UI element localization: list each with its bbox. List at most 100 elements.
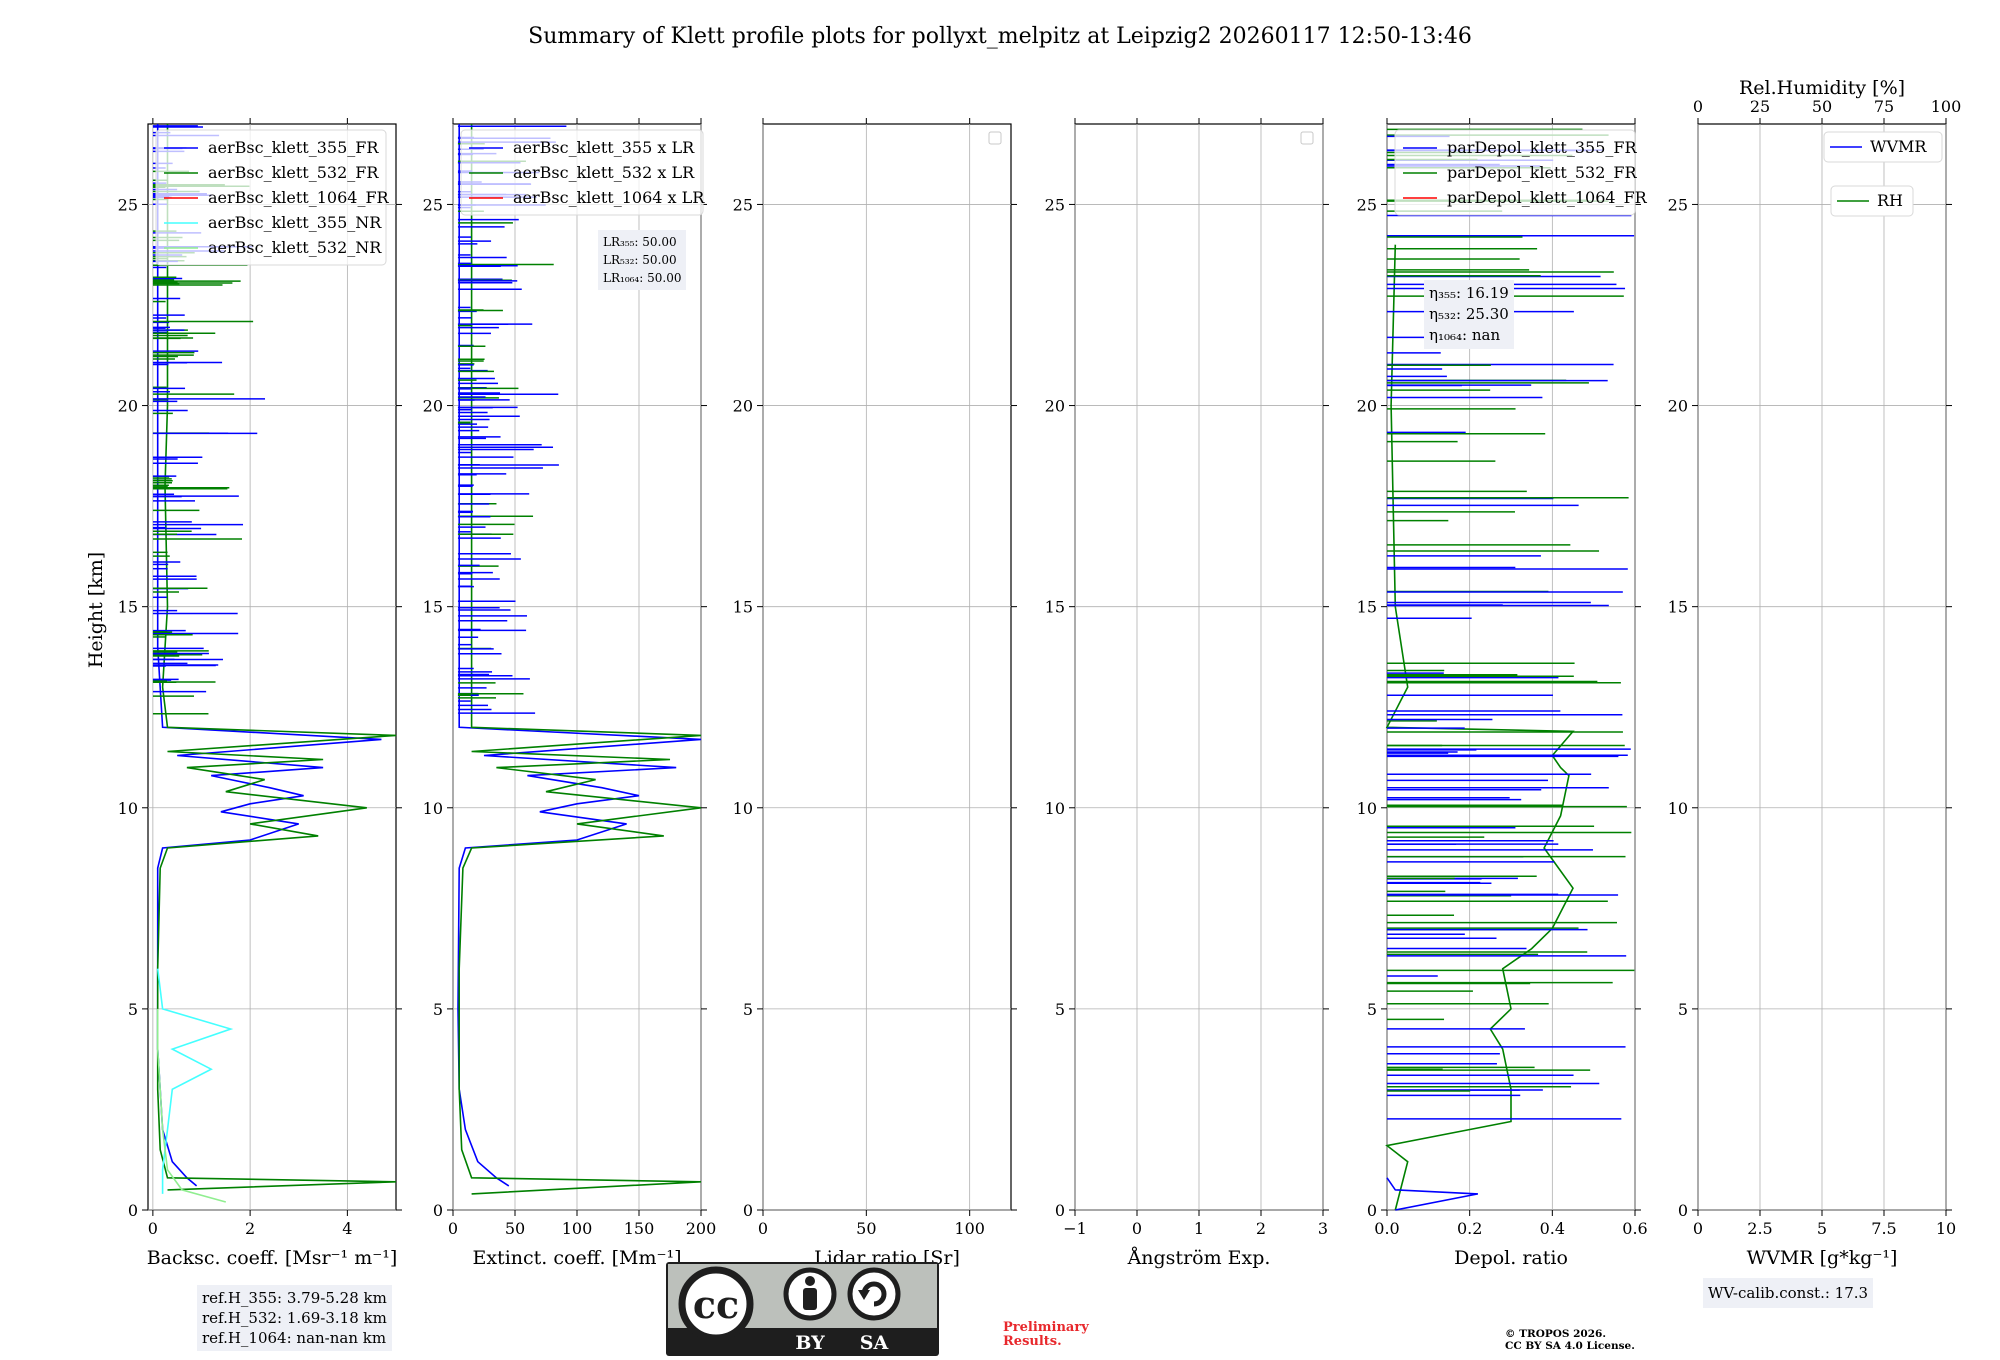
lr-532-text: LR₅₃₂: 50.00 <box>603 253 677 267</box>
lidar-ratio-x-tick-label: 100 <box>954 1219 985 1238</box>
legend-item-parDepol_klett_532_FR: parDepol_klett_532_FR <box>1447 163 1638 182</box>
eta-info-box: η₃₅₅: 16.19 η₅₃₂: 25.30 η₁₀₆₄: nan <box>1424 280 1514 349</box>
extinction-y-tick-label: 10 <box>423 799 443 818</box>
copyright-line1: © TROPOS 2026. <box>1505 1328 1607 1340</box>
preliminary-line1: Preliminary <box>1003 1320 1089 1335</box>
depol-y-tick-label: 25 <box>1357 195 1377 214</box>
legend-item-aerBsc_klett_355_NR: aerBsc_klett_355_NR <box>208 213 382 232</box>
panel-extinction: 0 50 100 150 200 0 5 10 15 20 25 Extinct. coeff. [M… <box>423 118 717 1269</box>
series-parDepol_klett_532_FR <box>1385 244 1575 1211</box>
lidar-ratio-empty-legend <box>988 131 1002 145</box>
series-aerBsc_klett_532_NR <box>156 1008 227 1203</box>
backscatter-legend: aerBsc_klett_355_FR aerBsc_klett_532_FRae… <box>155 129 390 266</box>
legend-item-aerBsc_klett_532_FR: aerBsc_klett_532_FR <box>208 163 379 182</box>
wvmr-y-tick-label: 15 <box>1668 598 1688 617</box>
depol-legend-box <box>1394 129 1636 216</box>
cc-logo-icon <box>678 1266 754 1342</box>
depol-x-axis-label: Depol. ratio <box>1454 1247 1568 1269</box>
legend-item-aerBsc_klett_1064 x LR: aerBsc_klett_1064 x LR <box>513 188 705 207</box>
ref-h-355-text: ref.H_355: 3.79-5.28 km <box>202 1289 387 1307</box>
backscatter-x-tick-label: 2 <box>245 1219 255 1238</box>
angstrom-x-tick-label: 3 <box>1318 1219 1328 1238</box>
legend-item-aerBsc_klett_532_NR: aerBsc_klett_532_NR <box>208 238 382 257</box>
lidar-ratio-y-tick-label: 10 <box>733 799 753 818</box>
legend-item-aerBsc_klett_355 x LR: aerBsc_klett_355 x LR <box>513 138 695 157</box>
angstrom-x-axis-label: Ångström Exp. <box>1127 1247 1271 1269</box>
legend-item-aerBsc_klett_532 x LR: aerBsc_klett_532 x LR <box>513 163 695 182</box>
wvmr-x-tick-label: 2.5 <box>1747 1219 1772 1238</box>
backscatter-legend-box <box>155 129 387 266</box>
extinction-y-tick-label: 15 <box>423 598 443 617</box>
legend-box-RH <box>1830 185 1914 217</box>
depol-y-tick-label: 20 <box>1357 397 1377 416</box>
depol-x-tick-label: 0.2 <box>1457 1219 1482 1238</box>
depol-x-tick-label: 0.4 <box>1540 1219 1565 1238</box>
extinction-x-tick-label: 50 <box>505 1219 525 1238</box>
legend-item-WVMR: WVMR <box>1870 137 1927 156</box>
ref-h-1064-text: ref.H_1064: nan-nan km <box>202 1329 387 1347</box>
angstrom-x-tick-label: −1 <box>1063 1219 1087 1238</box>
lidar-ratio-info-box: LR₃₅₅: 50.00 LR₅₃₂: 50.00 LR₁₀₆₄: 50.00 <box>598 230 687 290</box>
extinction-legend: aerBsc_klett_355 x LR aerBsc_klett_532 x … <box>460 129 705 216</box>
copyright-line2: CC BY SA 4.0 License. <box>1505 1340 1635 1352</box>
lidar-ratio-y-tick-label: 15 <box>733 598 753 617</box>
preliminary-note: Preliminary Results. <box>1003 1321 1089 1349</box>
series-aerBsc_klett_355_NR <box>156 968 234 1194</box>
backscatter-y-tick-label: 5 <box>128 1000 138 1019</box>
wvmr-y-tick-label: 25 <box>1668 195 1688 214</box>
extinction-y-tick-label: 5 <box>433 1000 443 1019</box>
eta-532-text: η₅₃₂: 25.30 <box>1429 305 1509 323</box>
lr-355-text: LR₃₅₅: 50.00 <box>603 235 677 249</box>
by-label: BY <box>795 1332 825 1354</box>
angstrom-empty-legend <box>1300 131 1314 145</box>
lidar-ratio-y-tick-label: 25 <box>733 195 753 214</box>
angstrom-x-tick-label: 2 <box>1256 1219 1266 1238</box>
wvmr-x-tick-label: 7.5 <box>1871 1219 1896 1238</box>
y-axis-label: Height [km] <box>85 552 107 668</box>
backscatter-x-tick-label: 4 <box>342 1219 352 1238</box>
series-parDepol_klett_355_FR <box>1386 1177 1479 1211</box>
rh-top-axis-label: Rel.Humidity [%] <box>1739 77 1905 99</box>
legend-item-RH: RH <box>1877 191 1903 210</box>
depol-x-tick-label: 0.0 <box>1374 1219 1399 1238</box>
lidar-ratio-x-tick-label: 0 <box>758 1219 768 1238</box>
reference-height-box: ref.H_355: 3.79-5.28 km ref.H_532: 1.69-… <box>197 1285 392 1351</box>
depol-y-tick-label: 0 <box>1367 1201 1377 1220</box>
backscatter-x-axis-label: Backsc. coeff. [Msr⁻¹ m⁻¹] <box>147 1247 398 1269</box>
legend-item-aerBsc_klett_1064_FR: aerBsc_klett_1064_FR <box>208 188 390 207</box>
backscatter-y-tick-label: 0 <box>128 1201 138 1220</box>
legend-item-parDepol_klett_355_FR: parDepol_klett_355_FR <box>1447 138 1638 157</box>
preliminary-line2: Results. <box>1003 1334 1062 1349</box>
backscatter-y-tick-label: 15 <box>118 598 138 617</box>
rh-top-tick-label: 0 <box>1693 97 1703 116</box>
series-aerBsc_klett_355 x LR <box>457 124 702 1187</box>
wv-calibration-box: WV-calib.const.: 17.3 <box>1703 1278 1874 1308</box>
wvmr-x-axis-label: WVMR [g*kg⁻¹] <box>1747 1247 1898 1269</box>
extinction-x-tick-label: 200 <box>686 1219 717 1238</box>
wvmr-x-tick-label: 5 <box>1817 1219 1827 1238</box>
extinction-x-tick-label: 150 <box>624 1219 655 1238</box>
angstrom-y-tick-label: 15 <box>1045 598 1065 617</box>
cc-logo-text: cc <box>693 1282 739 1327</box>
angstrom-y-tick-label: 0 <box>1055 1201 1065 1220</box>
sa-label: SA <box>860 1332 889 1354</box>
depol-y-tick-label: 15 <box>1357 598 1377 617</box>
lidar-ratio-x-tick-label: 50 <box>856 1219 876 1238</box>
extinction-x-axis-label: Extinct. coeff. [Mm⁻¹] <box>472 1247 681 1269</box>
lidar-ratio-y-tick-label: 20 <box>733 397 753 416</box>
extinction-x-tick-label: 100 <box>562 1219 593 1238</box>
eta-1064-text: η₁₀₆₄: nan <box>1429 326 1501 344</box>
rh-top-tick-label: 25 <box>1750 97 1770 116</box>
cc-license-badge: cc BY SA <box>666 1262 939 1356</box>
extinction-y-tick-label: 0 <box>433 1201 443 1220</box>
angstrom-y-tick-label: 5 <box>1055 1000 1065 1019</box>
extinction-x-tick-label: 0 <box>448 1219 458 1238</box>
angstrom-x-tick-label: 0 <box>1132 1219 1142 1238</box>
copyright-note: © TROPOS 2026. CC BY SA 4.0 License. <box>1505 1328 1635 1352</box>
lr-1064-text: LR₁₀₆₄: 50.00 <box>603 271 682 285</box>
rh-top-tick-label: 50 <box>1812 97 1832 116</box>
wv-calib-text: WV-calib.const.: 17.3 <box>1708 1284 1869 1302</box>
